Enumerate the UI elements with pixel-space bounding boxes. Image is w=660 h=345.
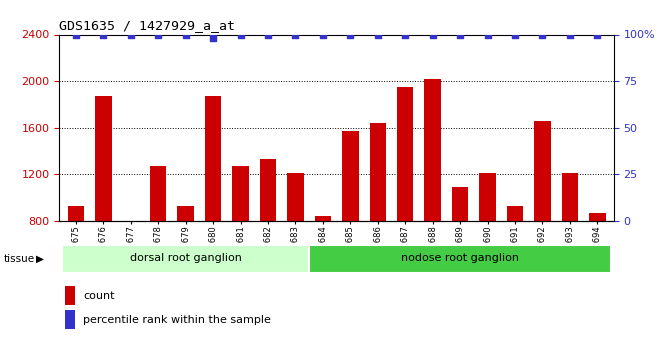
Point [208, 36, 218, 41]
Bar [65, 286, 75, 305]
Bar [309, 245, 611, 273]
Bar [123, 221, 139, 222]
Point [125, 32, 136, 37]
Bar [67, 206, 84, 221]
Bar [287, 173, 304, 221]
Text: percentile rank within the sample: percentile rank within the sample [83, 315, 271, 325]
Point [180, 32, 191, 37]
Point [482, 32, 493, 37]
Bar [62, 245, 309, 273]
Point [71, 32, 81, 37]
Bar [534, 121, 550, 221]
Text: tissue: tissue [3, 254, 34, 264]
Point [564, 32, 575, 37]
Bar [589, 213, 606, 221]
Bar [562, 173, 578, 221]
Point [345, 32, 356, 37]
Bar [452, 187, 469, 221]
Point [592, 32, 603, 37]
Text: dorsal root ganglion: dorsal root ganglion [130, 253, 242, 263]
Point [510, 32, 520, 37]
Bar [95, 96, 112, 221]
Bar [205, 96, 221, 221]
Bar [260, 159, 277, 221]
Bar [370, 123, 386, 221]
Text: GDS1635 / 1427929_a_at: GDS1635 / 1427929_a_at [59, 19, 236, 32]
Bar [232, 166, 249, 221]
Bar [479, 173, 496, 221]
Point [428, 32, 438, 37]
Bar [507, 206, 523, 221]
Point [455, 32, 465, 37]
Point [235, 32, 246, 37]
Bar [424, 79, 441, 221]
Bar [315, 216, 331, 221]
Text: ▶: ▶ [36, 254, 44, 264]
Point [537, 32, 548, 37]
Text: nodose root ganglion: nodose root ganglion [401, 253, 519, 263]
Text: count: count [83, 291, 115, 301]
Point [290, 32, 301, 37]
Point [317, 32, 328, 37]
Bar [397, 87, 413, 221]
Point [153, 32, 164, 37]
Bar [65, 310, 75, 329]
Bar [178, 206, 194, 221]
Point [263, 32, 273, 37]
Point [400, 32, 411, 37]
Bar [150, 166, 166, 221]
Bar [342, 131, 358, 221]
Point [98, 32, 109, 37]
Point [372, 32, 383, 37]
